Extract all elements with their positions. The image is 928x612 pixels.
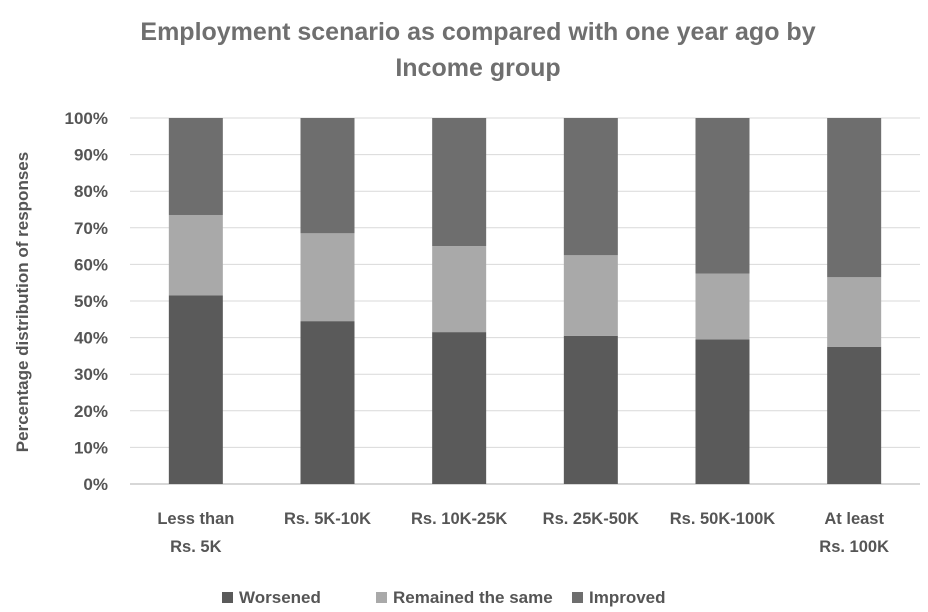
x-tick-label: At least [824, 510, 884, 528]
y-tick-label: 60% [74, 255, 108, 274]
legend-label: Worsened [239, 588, 321, 607]
bar-segment [563, 255, 618, 336]
y-tick-label: 0% [83, 475, 108, 494]
bar-segment [695, 273, 750, 340]
bar-segment [563, 118, 618, 256]
bar-segment [827, 346, 882, 484]
bar-segment [168, 118, 223, 215]
legend-swatch [572, 592, 583, 603]
bar-segment [432, 332, 487, 484]
y-tick-label: 80% [74, 182, 108, 201]
legend-swatch [222, 592, 233, 603]
x-tick-label: Rs. 10K-25K [411, 510, 507, 528]
bar-segment [432, 246, 487, 333]
y-tick-label: 40% [74, 329, 108, 348]
y-tick-label: 90% [74, 146, 108, 165]
legend-label: Improved [589, 588, 666, 607]
bar-segment [300, 118, 355, 234]
bar-segment [168, 214, 223, 296]
legend-label: Remained the same [393, 588, 553, 607]
bar-segment [300, 233, 355, 322]
legend: Worsened Remained the same Improved [222, 588, 666, 607]
bar-segment [695, 118, 750, 274]
x-tick-labels: Less than Rs. 5K Rs. 5K-10K Rs. 10K-25K Rs. … [157, 510, 889, 556]
x-tick-label: Less than [157, 510, 234, 528]
bar-segment [432, 118, 487, 247]
y-tick-label: 50% [74, 292, 108, 311]
bar-segment [695, 339, 750, 484]
x-tick-label: Rs. 5K-10K [284, 510, 371, 528]
x-tick-label: Rs. 5K [170, 538, 221, 556]
y-tick-label: 30% [74, 365, 108, 384]
bar-segment [827, 118, 882, 278]
bars [168, 118, 882, 484]
y-tick-label: 70% [74, 219, 108, 238]
legend-swatch [376, 592, 387, 603]
y-tick-label: 20% [74, 402, 108, 421]
bar-segment [300, 321, 355, 484]
chart-title-line1: Employment scenario as compared with one… [140, 18, 815, 46]
y-tick-label: 10% [74, 438, 108, 457]
x-tick-label: Rs. 25K-50K [543, 510, 639, 528]
bar-segment [827, 277, 882, 347]
x-tick-label: Rs. 50K-100K [670, 510, 776, 528]
y-axis-label: Percentage distribution of responses [13, 152, 32, 452]
chart-title-line2: Income group [395, 54, 560, 82]
y-tick-labels: 0% 10% 20% 30% 40% 50% 60% 70% 80% 90% 100% [65, 109, 108, 494]
gridlines [130, 117, 920, 485]
y-tick-label: 100% [65, 109, 108, 128]
x-tick-label: Rs. 100K [819, 538, 889, 556]
bar-segment [168, 295, 223, 484]
bar-segment [563, 335, 618, 484]
